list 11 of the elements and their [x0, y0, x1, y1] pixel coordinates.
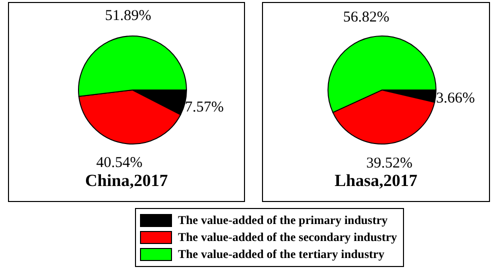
data-label: 51.89% [104, 8, 152, 24]
data-label: 3.66% [436, 90, 475, 106]
legend-label: The value-added of the secondary industry [178, 230, 398, 245]
text: China,2017 [84, 171, 169, 191]
data-label: 40.54% [96, 154, 142, 171]
text: Lhasa,2017 [334, 171, 418, 191]
legend-label: The value-added of the tertiary industry [178, 247, 384, 262]
data-label: 56.82% [343, 10, 390, 26]
legend-label: The value-added of the primary industry [178, 213, 388, 228]
data-label: 7.57% [185, 99, 224, 116]
data-label: 39.52% [366, 156, 412, 172]
